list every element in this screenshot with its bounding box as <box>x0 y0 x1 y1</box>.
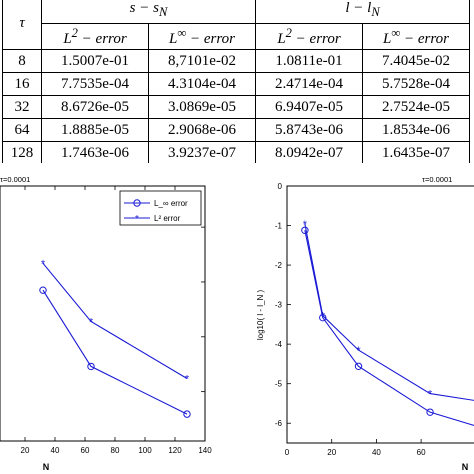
x-tick-label: 40 <box>372 448 381 457</box>
table-cell: 8.0942e-07 <box>255 141 363 163</box>
sub-header-l-linf: L∞ − error <box>362 23 470 50</box>
x-tick-label: 40 <box>51 446 60 455</box>
tau-cell: 8 <box>2 49 42 73</box>
table-cell: 1.7463e-06 <box>41 141 149 163</box>
x-tick-label: 20 <box>21 446 30 455</box>
chart-legend: L_∞ error * L² error <box>119 190 202 226</box>
table-cell: 1.8885e-05 <box>41 118 149 142</box>
sub-header-l-l2: L2 − error <box>255 23 363 50</box>
table-cell: 3.9237e-07 <box>148 141 256 163</box>
left-chart: 20 40 60 80 100 120 140 * * * τ=0.0001 N L_∞ err… <box>0 175 212 472</box>
x-tick-label: 140 <box>198 446 212 455</box>
legend-box <box>119 190 202 226</box>
legend-star-marker: * <box>135 214 139 225</box>
y-tick-label: -6 <box>275 419 283 428</box>
table-cell: 6.9407e-05 <box>255 95 363 119</box>
series-line <box>42 262 188 379</box>
left-chart-title: τ=0.0001 <box>0 175 30 184</box>
x-tick-label: 100 <box>138 446 152 455</box>
series-line <box>42 289 188 415</box>
tau-cell: 16 <box>2 72 42 96</box>
data-point-circle <box>39 286 47 294</box>
x-tick-label: 120 <box>168 446 182 455</box>
table-cell: 1.5007e-01 <box>41 49 149 73</box>
series-line <box>304 223 474 401</box>
right-plot-frame <box>286 185 474 444</box>
data-point-star: * <box>89 316 94 328</box>
table-cell: 2.9068e-06 <box>148 118 256 142</box>
data-point-circle <box>183 410 191 418</box>
y-tick-label: -1 <box>275 222 283 231</box>
data-point-star: * <box>185 373 190 385</box>
table-cell: 5.7528e-04 <box>362 72 470 96</box>
convergence-charts: 20 40 60 80 100 120 140 * * * τ=0.0001 N L_∞ err… <box>0 175 474 472</box>
left-x-ticks <box>24 186 206 441</box>
table-cell: 3.0869e-05 <box>148 95 256 119</box>
right-ticks <box>286 185 422 443</box>
y-tick-label: 0 <box>278 182 283 191</box>
x-tick-label: 60 <box>417 448 426 457</box>
table-row: 16 7.7535e-04 4.3104e-04 2.4714e-04 5.75… <box>2 72 470 96</box>
tau-cell: 128 <box>2 141 42 163</box>
table-row: 32 8.6726e-05 3.0869e-05 6.9407e-05 2.75… <box>2 95 470 119</box>
table-row: 8 1.5007e-01 8,7101e-02 1.0811e-01 7.404… <box>2 49 470 73</box>
right-chart-title: τ=0.0001 <box>422 175 452 184</box>
right-tick-labels: 0 -1 -2 -3 -4 -5 -6 0 20 40 60 <box>275 182 426 457</box>
x-tick-label: 80 <box>111 446 120 455</box>
group-header-s: s − sN <box>41 0 256 24</box>
x-tick-label: 60 <box>81 446 90 455</box>
y-tick-label: -4 <box>275 340 283 349</box>
data-point-circle <box>87 362 95 371</box>
sub-header-s-linf: L∞ − error <box>148 23 256 50</box>
table-cell: 8,7101e-02 <box>148 49 256 73</box>
left-series: * * * <box>39 258 191 418</box>
y-tick-label: -3 <box>275 301 283 310</box>
sub-header-s-l2: L2 − error <box>41 23 149 50</box>
data-point-circle <box>354 362 363 370</box>
right-series: ***** <box>301 219 474 426</box>
tau-cell: 64 <box>2 118 42 142</box>
data-point-circle <box>426 408 434 416</box>
legend-label-linf: L_∞ error <box>154 199 188 208</box>
x-tick-label: 20 <box>327 448 336 457</box>
data-point-circle <box>319 313 327 322</box>
data-point-circle <box>301 226 309 234</box>
legend-circle-marker <box>133 199 141 207</box>
table-cell: 4.3104e-04 <box>148 72 256 96</box>
table-cell: 2.7524e-05 <box>362 95 470 119</box>
table-cell: 1.6435e-07 <box>362 141 470 163</box>
y-tick-label: -5 <box>275 380 283 389</box>
error-table-region: τ s − sN l − lN L2 − error L∞ − error L2… <box>0 0 474 163</box>
left-x-axis-label: N <box>43 462 50 472</box>
error-table: τ s − sN l − lN L2 − error L∞ − error L2… <box>2 0 470 163</box>
table-cell: 5.8743e-06 <box>255 118 363 142</box>
right-y-axis-label: log10( l - l_N ) <box>256 290 265 341</box>
data-point-star: * <box>41 258 46 270</box>
left-plot-frame <box>0 185 206 442</box>
table-row: 64 1.8885e-05 2.9068e-06 5.8743e-06 1.85… <box>2 118 470 142</box>
tau-header: τ <box>2 0 42 50</box>
left-x-tick-labels: 20 40 60 80 100 120 140 <box>21 446 213 455</box>
right-x-axis-label: N <box>462 462 469 472</box>
series-line <box>304 230 474 426</box>
table-cell: 1.8534e-06 <box>362 118 470 142</box>
table-cell: 1.0811e-01 <box>255 49 363 73</box>
table-cell: 2.4714e-04 <box>255 72 363 96</box>
group-header-l: l − lN <box>255 0 470 24</box>
table-row: 128 1.7463e-06 3.9237e-07 8.0942e-07 1.6… <box>2 141 470 163</box>
data-point-star: * <box>356 345 361 357</box>
table-cell: 8.6726e-05 <box>41 95 149 119</box>
tau-cell: 32 <box>2 95 42 119</box>
y-tick-label: -2 <box>275 261 283 270</box>
table-cell: 7.4045e-02 <box>362 49 470 73</box>
data-point-star: * <box>303 219 308 231</box>
x-tick-label: 0 <box>285 448 290 457</box>
table-cell: 7.7535e-04 <box>41 72 149 96</box>
legend-label-l2: L² error <box>154 214 181 223</box>
data-point-star: * <box>428 389 433 401</box>
